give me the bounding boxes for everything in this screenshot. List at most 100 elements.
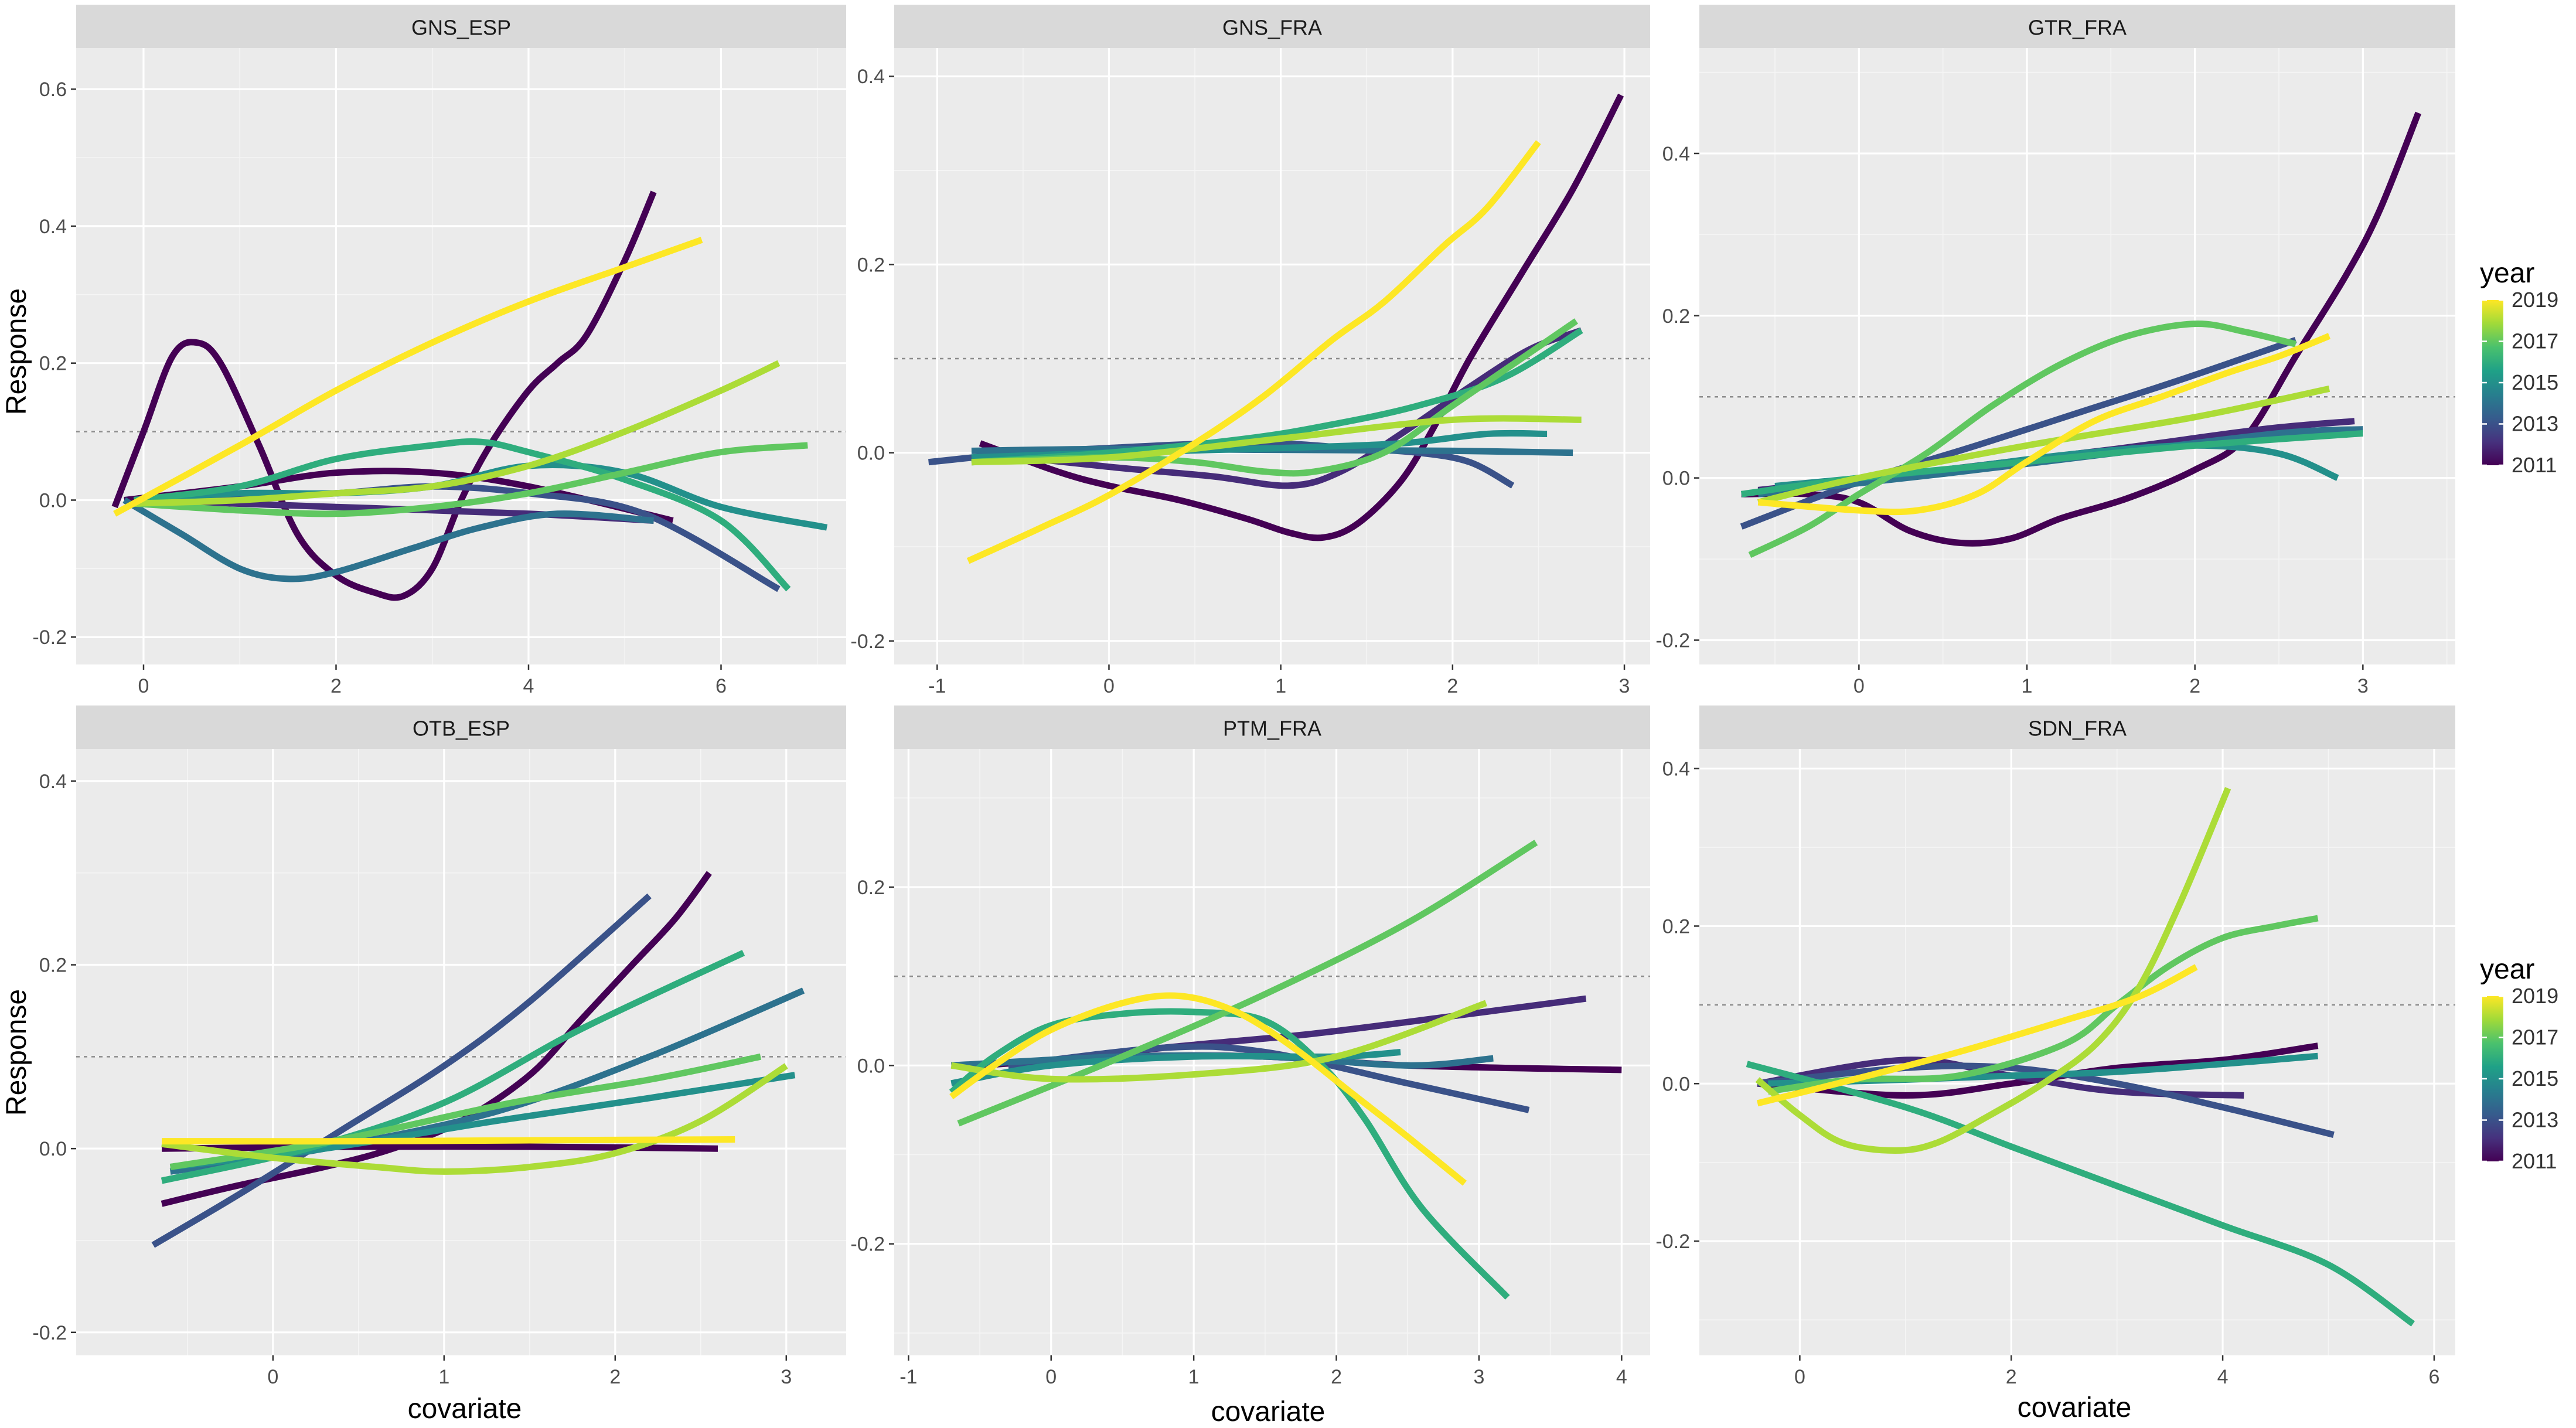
panel-otb-esp: OTB_ESP 0 1 2 3 -0.2 0.0 0.2 0.4 (32, 706, 846, 1388)
panel-strip (894, 706, 1650, 749)
axis-titles: Response Response covariate covariate co… (1, 288, 2131, 1427)
series-line-2016 (1746, 1061, 2415, 1327)
y-tick-label: 0.0 (39, 1138, 67, 1160)
x-tick-label: 3 (2357, 675, 2369, 697)
legend-label: 2015 (2512, 1066, 2558, 1090)
y-tick-label: 0.0 (857, 442, 885, 465)
panel-strip (1699, 706, 2455, 749)
series-line-2012 (980, 327, 1583, 489)
series-line-2018 (950, 1000, 1487, 1083)
x-tick-label: 1 (1188, 1366, 1200, 1388)
x-tick-label: 6 (715, 675, 727, 697)
legend-label: 2015 (2512, 370, 2558, 394)
y-tick-label: -0.2 (1655, 1231, 1690, 1253)
x-tick-label: 0 (138, 675, 149, 697)
y-tick-label: 0.4 (39, 216, 67, 238)
series-line-2019 (1757, 333, 2331, 516)
y-tick-label: 0.4 (1662, 758, 1690, 781)
panel-title: PTM_FRA (1223, 717, 1321, 741)
y-axis-title-top: Response (1, 288, 32, 415)
panel-title: GTR_FRA (2028, 16, 2127, 40)
x-tick-label: 2 (2006, 1366, 2017, 1388)
x-tick-label: 4 (523, 675, 534, 697)
series-line-2013 (1008, 1043, 1530, 1113)
panel-title: GNS_ESP (411, 16, 511, 40)
x-tick-label: 0 (1103, 675, 1115, 697)
legends: year20192017201520132011year201920172015… (2480, 258, 2558, 1173)
x-tick-label: 3 (1473, 1366, 1484, 1388)
y-tick-label: 0.2 (857, 254, 885, 276)
panel-title: GNS_FRA (1222, 16, 1322, 40)
legend-title: year (2480, 954, 2534, 985)
panel-gns-esp: GNS_ESP 0 2 4 6 -0.2 0.0 0.2 0.4 0.6 (32, 5, 846, 697)
legend-label: 2019 (2512, 984, 2558, 1008)
panel-title: OTB_ESP (413, 717, 510, 741)
series-group (928, 93, 1624, 564)
series-line-2018 (161, 1063, 788, 1175)
series-line-2016 (971, 328, 1583, 466)
y-tick-label: 0.2 (1662, 915, 1690, 938)
x-axis-title-right: covariate (2018, 1392, 2132, 1423)
legend-label: 2017 (2512, 1025, 2558, 1049)
y-tick-label: 0.6 (39, 79, 67, 101)
y-tick-label: 0.2 (39, 353, 67, 375)
y-tick-label: 0.0 (1662, 468, 1690, 490)
y-tick-label: 0.0 (857, 1055, 885, 1077)
x-tick-label: 1 (2022, 675, 2033, 697)
series-line-2017 (169, 1053, 762, 1170)
y-tick-label: 0.2 (39, 955, 67, 977)
y-tick-label: -0.2 (32, 1322, 67, 1344)
series-group (111, 190, 828, 601)
x-tick-label: 2 (1447, 675, 1458, 697)
series-line-2018 (971, 415, 1582, 466)
legend-label: 2011 (2512, 1149, 2557, 1173)
series-line-2014 (122, 497, 654, 582)
series-line-2011 (111, 190, 657, 601)
panel-gtr-fra: GTR_FRA 0 1 2 3 -0.2 0.0 0.2 0.4 (1655, 5, 2455, 697)
x-tick-label: 4 (1616, 1366, 1627, 1388)
x-tick-label: -1 (899, 1366, 917, 1388)
x-axis-title-middle: covariate (1211, 1396, 1326, 1427)
x-tick-label: 3 (1619, 675, 1630, 697)
series-line-2018 (134, 360, 781, 507)
x-tick-label: 0 (267, 1366, 278, 1388)
panel-gns-fra: GNS_FRA -1 0 1 2 3 -0.2 0.0 0.2 0.4 (850, 5, 1650, 697)
legend-label: 2013 (2512, 1108, 2558, 1132)
y-tick-label: 0.4 (1662, 143, 1690, 165)
series-line-2019 (966, 140, 1541, 564)
x-tick-label: 4 (2217, 1366, 2229, 1388)
x-tick-label: 0 (1853, 675, 1865, 697)
legend-label: 2019 (2512, 288, 2558, 312)
series-line-2019 (1756, 964, 2198, 1107)
legend-label: 2011 (2512, 453, 2557, 477)
x-tick-label: 1 (438, 1366, 449, 1388)
legend-label: 2013 (2512, 412, 2558, 436)
series-group (1746, 787, 2415, 1327)
panel-ptm-fra: PTM_FRA -1 0 1 2 3 4 -0.2 0.0 0.2 (850, 706, 1650, 1388)
series-group (1740, 111, 2422, 558)
panel-strip (1699, 5, 2455, 48)
series-line-2019 (161, 1136, 735, 1145)
y-tick-label: 0.4 (857, 66, 885, 88)
x-tick-label: 2 (330, 675, 342, 697)
y-tick-label: -0.2 (1655, 629, 1690, 652)
y-tick-label: -0.2 (850, 1233, 885, 1256)
panel-background (1699, 749, 2455, 1355)
y-tick-label: 0.4 (39, 771, 67, 793)
series-line-2013 (151, 893, 652, 1248)
x-tick-label: 6 (2428, 1366, 2439, 1388)
x-tick-label: 0 (1794, 1366, 1805, 1388)
series-line-2018 (1755, 787, 2231, 1154)
x-tick-label: 0 (1045, 1366, 1057, 1388)
series-line-2019 (949, 992, 1467, 1186)
legend-label: 2017 (2512, 329, 2558, 353)
x-tick-label: -1 (928, 675, 946, 697)
y-axis-title-bottom: Response (1, 989, 32, 1116)
series-line-2013 (1740, 337, 2297, 530)
panel-strip (894, 5, 1650, 48)
x-tick-label: 3 (781, 1366, 792, 1388)
series-line-2018 (1757, 386, 2330, 506)
panel-sdn-fra: SDN_FRA 0 2 4 6 -0.2 0.0 0.2 0.4 (1655, 706, 2455, 1388)
